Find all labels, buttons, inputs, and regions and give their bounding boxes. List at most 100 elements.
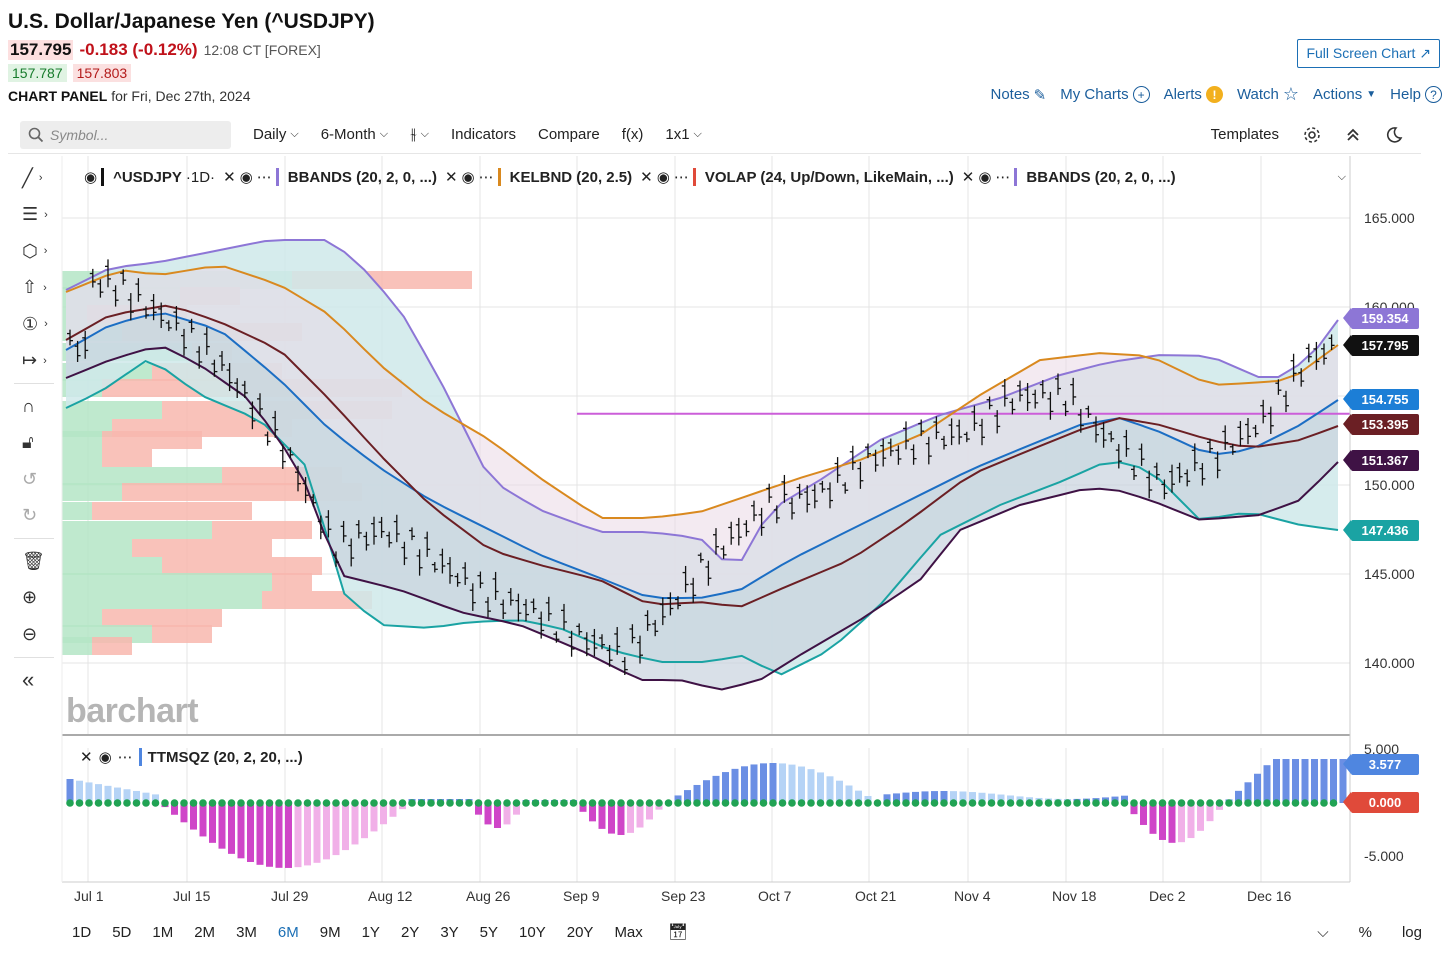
- trash-icon[interactable]: 🗑︎: [22, 550, 45, 571]
- range-5y[interactable]: 5Y: [479, 923, 499, 941]
- compare-button[interactable]: Compare: [537, 126, 600, 143]
- calendar-icon[interactable]: 📅︎: [667, 924, 689, 941]
- period-dropdown[interactable]: Daily ⌵: [253, 126, 299, 143]
- close-icon[interactable]: ✕: [961, 169, 975, 186]
- fx-button[interactable]: f(x): [621, 126, 644, 143]
- range-2y[interactable]: 2Y: [400, 923, 420, 941]
- more-icon[interactable]: ⋯: [673, 169, 689, 186]
- actions-menu[interactable]: Actions ▼: [1313, 86, 1376, 103]
- sub-tick-5: 5.000: [1364, 741, 1400, 757]
- chevron-down-icon: ⌵: [693, 128, 702, 140]
- squeeze-bar: [503, 803, 511, 825]
- range-6m[interactable]: 6M: [277, 923, 299, 941]
- ttm-squeeze-panel: [66, 759, 1347, 868]
- squeeze-dot: [1282, 799, 1290, 807]
- annotation-tool-icon[interactable]: ① ›: [22, 313, 48, 334]
- squeeze-bar: [1320, 759, 1328, 803]
- range-3y[interactable]: 3Y: [440, 923, 459, 941]
- shape-tool-icon[interactable]: ⬡ ›: [22, 240, 48, 261]
- squeeze-dot: [569, 799, 578, 807]
- range-max[interactable]: Max: [614, 923, 643, 941]
- eye-icon[interactable]: ◉: [461, 169, 475, 186]
- squeeze-dot: [1139, 799, 1148, 807]
- close-icon[interactable]: ✕: [80, 749, 93, 766]
- close-icon[interactable]: ✕: [223, 169, 236, 186]
- zoom-out-icon[interactable]: ⊖: [22, 623, 38, 644]
- zoom-in-icon[interactable]: ⊕: [22, 587, 38, 608]
- volap-down-bar: [102, 449, 152, 467]
- more-icon[interactable]: ⋯: [478, 169, 494, 186]
- eye-icon[interactable]: ◉: [239, 169, 253, 186]
- search-placeholder: Symbol...: [50, 126, 109, 143]
- my-charts-link[interactable]: My Charts +: [1060, 86, 1150, 103]
- range-1y[interactable]: 1Y: [361, 923, 380, 941]
- close-icon[interactable]: ✕: [640, 169, 653, 186]
- legend-collapse-icon[interactable]: ⌵: [1337, 170, 1346, 183]
- range-10y[interactable]: 10Y: [519, 923, 546, 941]
- squeeze-dot: [769, 799, 777, 807]
- range-buttons: 1D 5D 1M 2M 3M 6M 9M 1Y 2Y 3Y 5Y 10Y 20Y Max: [72, 924, 664, 941]
- watch-link[interactable]: Watch ☆: [1237, 84, 1299, 105]
- squeeze-dot: [66, 799, 74, 807]
- eye-icon[interactable]: ◉: [656, 169, 670, 186]
- squeeze-bar: [1282, 759, 1290, 803]
- squeeze-dot: [1320, 799, 1328, 807]
- legend-bbands[interactable]: ✕ ◉ ⋯ BBANDS (20, 2, 0, ...): [223, 168, 437, 186]
- line-tool-icon[interactable]: ╱ ›: [22, 167, 43, 188]
- range-9m[interactable]: 9M: [319, 923, 341, 941]
- squeeze-bar: [1311, 759, 1318, 803]
- more-icon[interactable]: ⋯: [117, 749, 133, 766]
- chart-type-dropdown[interactable]: ⫳ ⌵: [410, 126, 429, 144]
- expand-down-icon[interactable]: ⌵: [1317, 923, 1329, 941]
- legend-bbands-2[interactable]: ✕ ◉ ⋯ BBANDS (20, 2, 0, ...): [962, 168, 1176, 186]
- redo-icon[interactable]: ↻: [22, 505, 38, 526]
- indicator-bands: [65, 239, 1350, 691]
- eye-icon[interactable]: ◉: [98, 749, 112, 766]
- legend-volap[interactable]: ✕ ◉ ⋯ VOLAP (24, Up/Down, LikeMain, ...): [640, 168, 954, 186]
- range-dropdown[interactable]: 6-Month ⌵: [321, 126, 388, 143]
- midline-tag: 154.755: [1343, 389, 1419, 410]
- more-icon[interactable]: ⋯: [256, 169, 272, 186]
- range-20y[interactable]: 20Y: [566, 923, 594, 941]
- unlock-icon[interactable]: 🔓︎: [22, 432, 34, 453]
- eye-icon[interactable]: ◉: [978, 169, 992, 186]
- dark-mode-icon[interactable]: [1385, 126, 1403, 144]
- log-toggle[interactable]: log: [1401, 923, 1422, 941]
- undo-icon[interactable]: ↺: [22, 468, 38, 489]
- squeeze-bar: [133, 790, 140, 803]
- percent-toggle[interactable]: %: [1358, 923, 1372, 941]
- more-icon[interactable]: ⋯: [995, 169, 1011, 186]
- alerts-link[interactable]: Alerts!: [1164, 86, 1223, 103]
- notes-link[interactable]: Notes ✎: [990, 86, 1046, 104]
- squeeze-dot: [883, 799, 891, 807]
- arrow-tool-icon[interactable]: ⇧ ›: [22, 277, 47, 298]
- collapse-left-icon[interactable]: «: [22, 666, 35, 692]
- measure-tool-icon[interactable]: ↦ ›: [22, 350, 47, 371]
- range-1m[interactable]: 1M: [152, 923, 174, 941]
- range-5d[interactable]: 5D: [112, 923, 132, 941]
- collapse-up-icon[interactable]: [1345, 127, 1361, 143]
- range-1d[interactable]: 1D: [72, 923, 92, 941]
- indicators-button[interactable]: Indicators: [450, 126, 516, 143]
- range-2m[interactable]: 2M: [194, 923, 216, 941]
- page-title: U.S. Dollar/Japanese Yen (^USDJPY): [8, 10, 375, 33]
- legend-kelbnd[interactable]: ✕ ◉ ⋯ KELBND (20, 2.5): [445, 168, 632, 186]
- magnet-icon[interactable]: ∩: [22, 395, 35, 416]
- eye-icon[interactable]: ◉: [84, 169, 98, 186]
- full-screen-chart-button[interactable]: Full Screen Chart ↗: [1297, 39, 1440, 68]
- layout-dropdown[interactable]: 1x1 ⌵: [665, 126, 702, 143]
- range-3m[interactable]: 3M: [236, 923, 257, 941]
- squeeze-dot: [845, 799, 853, 807]
- bid-price: 157.787: [8, 64, 67, 82]
- legend-symbol[interactable]: ◉ ^USDJPY ·1D·: [84, 168, 215, 186]
- close-icon[interactable]: ✕: [444, 169, 458, 186]
- volap-up-bar: [62, 431, 102, 449]
- legend-kelbnd-label: KELBND (20, 2.5): [509, 168, 633, 186]
- symbol-search-input[interactable]: Symbol...: [20, 120, 231, 149]
- alert-icon: !: [1205, 86, 1223, 103]
- templates-button[interactable]: Templates: [1210, 126, 1279, 143]
- gear-icon[interactable]: [1303, 126, 1321, 144]
- fib-tool-icon[interactable]: ☰ ›: [22, 204, 48, 225]
- help-link[interactable]: Help?: [1390, 86, 1442, 103]
